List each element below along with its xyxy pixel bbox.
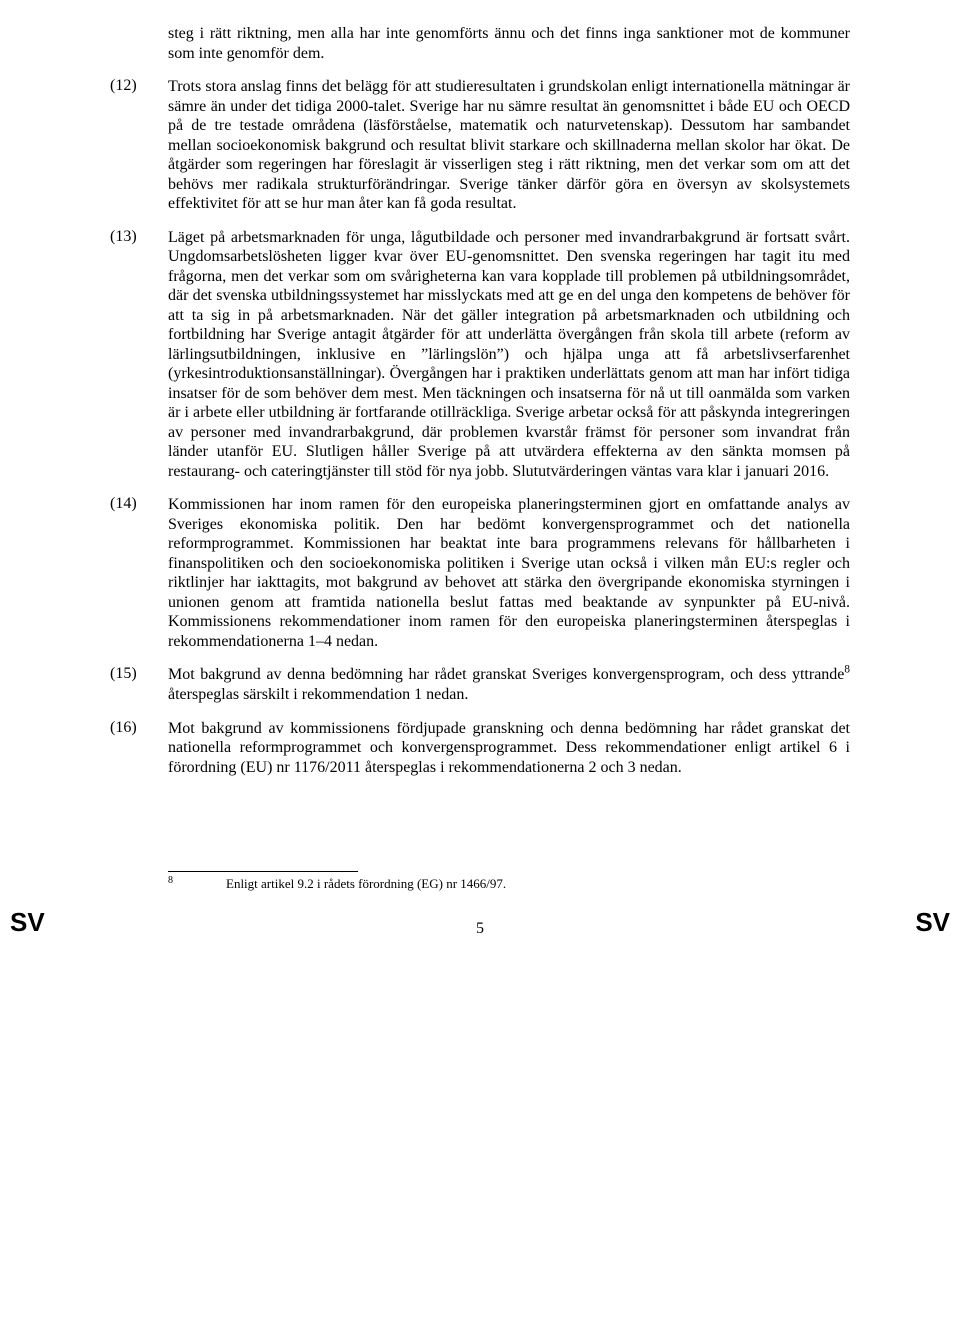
item-body: Mot bakgrund av kommissionens fördjupade… bbox=[168, 719, 850, 778]
numbered-paragraph-12: (12) Trots stora anslag finns det belägg… bbox=[110, 77, 850, 214]
item-body: Läget på arbetsmarknaden för unga, lågut… bbox=[168, 228, 850, 482]
footnote-separator bbox=[168, 871, 358, 872]
item-number: (13) bbox=[110, 228, 168, 482]
item-number: (16) bbox=[110, 719, 168, 778]
numbered-paragraph-13: (13) Läget på arbetsmarknaden för unga, … bbox=[110, 228, 850, 482]
numbered-paragraph-16: (16) Mot bakgrund av kommissionens fördj… bbox=[110, 719, 850, 778]
item-number: (12) bbox=[110, 77, 168, 214]
footer-left-label: SV bbox=[10, 907, 45, 938]
page-footer: SV 5 SV bbox=[110, 920, 850, 938]
paragraph-continuation: steg i rätt riktning, men alla har inte … bbox=[168, 24, 850, 63]
item-number: (14) bbox=[110, 495, 168, 651]
item-body: Mot bakgrund av denna bedömning har råde… bbox=[168, 665, 850, 704]
item-body: Trots stora anslag finns det belägg för … bbox=[168, 77, 850, 214]
document-page: steg i rätt riktning, men alla har inte … bbox=[0, 0, 960, 1330]
footnote-number: 8 bbox=[168, 875, 226, 891]
footnote-text: Enligt artikel 9.2 i rådets förordning (… bbox=[226, 876, 850, 892]
spacer bbox=[110, 791, 850, 871]
footnote: 8 Enligt artikel 9.2 i rådets förordning… bbox=[168, 876, 850, 892]
numbered-paragraph-14: (14) Kommissionen har inom ramen för den… bbox=[110, 495, 850, 651]
page-number: 5 bbox=[110, 920, 850, 938]
item-number: (15) bbox=[110, 665, 168, 704]
footer-right-label: SV bbox=[915, 907, 950, 938]
numbered-paragraph-15: (15) Mot bakgrund av denna bedömning har… bbox=[110, 665, 850, 704]
item-body: Kommissionen har inom ramen för den euro… bbox=[168, 495, 850, 651]
